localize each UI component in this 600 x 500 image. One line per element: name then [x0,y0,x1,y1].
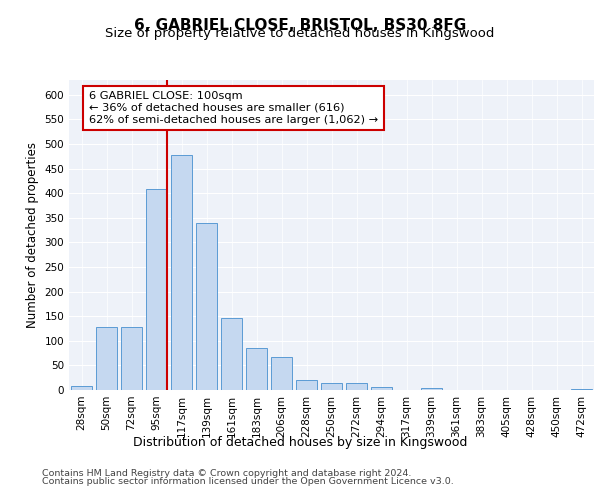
Bar [121,327,142,390]
Y-axis label: Number of detached properties: Number of detached properties [26,142,39,328]
Bar [296,380,317,390]
Bar [171,156,192,390]
Bar [421,388,442,390]
Text: Distribution of detached houses by size in Kingswood: Distribution of detached houses by size … [133,436,467,449]
Bar [146,189,167,390]
Bar [321,382,342,390]
Bar [196,222,217,390]
Bar [96,327,117,390]
Text: Contains HM Land Registry data © Crown copyright and database right 2024.: Contains HM Land Registry data © Crown c… [42,468,412,477]
Bar [221,318,242,390]
Bar [371,387,392,390]
Bar [346,382,367,390]
Text: 6 GABRIEL CLOSE: 100sqm
← 36% of detached houses are smaller (616)
62% of semi-d: 6 GABRIEL CLOSE: 100sqm ← 36% of detache… [89,92,378,124]
Text: 6, GABRIEL CLOSE, BRISTOL, BS30 8FG: 6, GABRIEL CLOSE, BRISTOL, BS30 8FG [134,18,466,32]
Bar [571,388,592,390]
Bar [71,386,92,390]
Text: Contains public sector information licensed under the Open Government Licence v3: Contains public sector information licen… [42,477,454,486]
Text: Size of property relative to detached houses in Kingswood: Size of property relative to detached ho… [106,28,494,40]
Bar [271,356,292,390]
Bar [246,348,267,390]
